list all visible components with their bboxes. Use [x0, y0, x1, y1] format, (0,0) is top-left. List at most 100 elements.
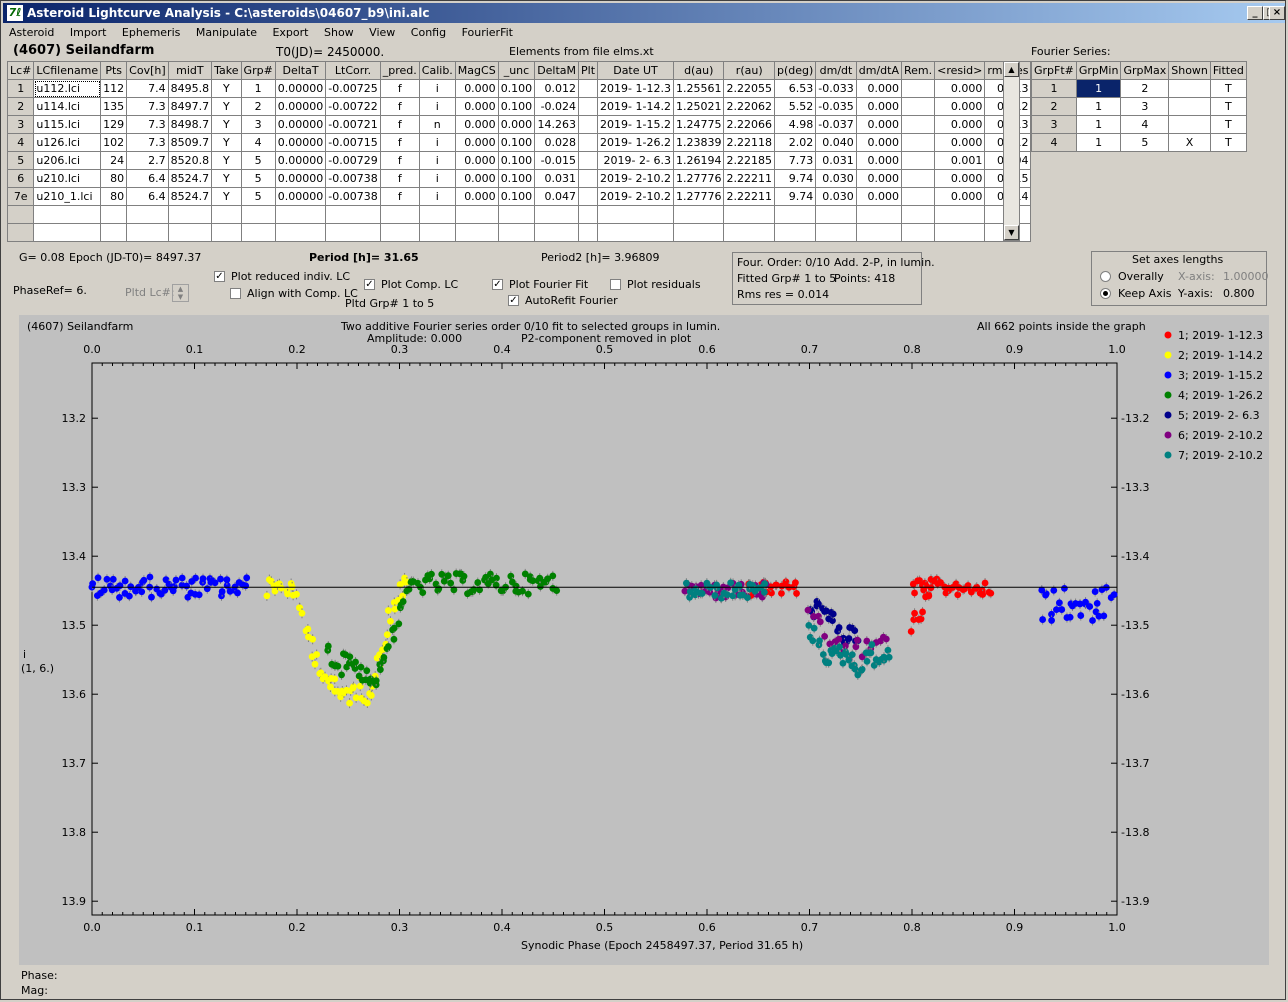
- fs-cell[interactable]: 3: [1031, 115, 1077, 134]
- table-cell[interactable]: f: [379, 97, 420, 116]
- empty-cell[interactable]: [578, 223, 599, 242]
- autorefit-checkbox[interactable]: ✓: [508, 295, 519, 306]
- table-cell[interactable]: 0.031: [815, 151, 857, 170]
- menu-ephemeris[interactable]: Ephemeris: [121, 26, 181, 39]
- empty-cell[interactable]: [211, 223, 242, 242]
- menu-config[interactable]: Config: [410, 26, 447, 39]
- table-cell[interactable]: 8520.8: [167, 151, 213, 170]
- table-cell[interactable]: 8495.8: [167, 79, 213, 98]
- column-header[interactable]: MagCS: [454, 61, 499, 80]
- table-cell[interactable]: 0.00000: [274, 79, 327, 98]
- table-cell[interactable]: 0.000: [934, 115, 986, 134]
- fs-cell[interactable]: T: [1209, 115, 1247, 134]
- table-cell[interactable]: 0.00000: [274, 187, 327, 206]
- table-cell[interactable]: 0.000: [454, 187, 499, 206]
- table-cell[interactable]: -0.037: [815, 115, 857, 134]
- table-cell[interactable]: 5: [240, 187, 276, 206]
- column-header[interactable]: _pred.: [379, 61, 420, 80]
- table-cell[interactable]: 5: [240, 169, 276, 188]
- table-cell[interactable]: f: [379, 187, 420, 206]
- table-cell[interactable]: [578, 169, 599, 188]
- column-header[interactable]: LCfilename: [33, 61, 102, 80]
- table-cell[interactable]: 0.000: [934, 187, 986, 206]
- table-cell[interactable]: 0.100: [497, 187, 536, 206]
- table-scrollbar[interactable]: ▲ ▼: [1003, 61, 1020, 241]
- table-cell[interactable]: 4.98: [773, 115, 817, 134]
- table-cell[interactable]: -0.00721: [325, 115, 381, 134]
- empty-cell[interactable]: [900, 223, 936, 242]
- table-cell[interactable]: Y: [211, 151, 242, 170]
- table-cell[interactable]: [900, 79, 936, 98]
- empty-cell[interactable]: [325, 223, 381, 242]
- table-cell[interactable]: 5: [240, 151, 276, 170]
- table-cell[interactable]: 1.23839: [672, 133, 725, 152]
- table-cell[interactable]: 0.100: [497, 133, 536, 152]
- table-cell[interactable]: 7.4: [126, 79, 169, 98]
- pltd-lc-spinner[interactable]: ▲ ▼: [172, 284, 189, 302]
- empty-cell[interactable]: [33, 205, 102, 224]
- table-cell[interactable]: [578, 79, 599, 98]
- table-cell[interactable]: -0.024: [534, 97, 580, 116]
- table-cell[interactable]: 1.25021: [672, 97, 725, 116]
- fs-cell[interactable]: T: [1209, 133, 1247, 152]
- empty-cell[interactable]: [578, 205, 599, 224]
- fs-column-header[interactable]: GrpMin: [1075, 61, 1122, 80]
- table-cell[interactable]: 0.00000: [274, 169, 327, 188]
- column-header[interactable]: <resid>: [934, 61, 986, 80]
- table-cell[interactable]: u112.lci: [33, 79, 102, 98]
- table-cell[interactable]: 1.24775: [672, 115, 725, 134]
- period-value[interactable]: Period [h]= 31.65: [309, 251, 419, 264]
- table-cell[interactable]: 6.4: [126, 187, 169, 206]
- table-cell[interactable]: Y: [211, 79, 242, 98]
- table-cell[interactable]: 0.100: [497, 97, 536, 116]
- table-cell[interactable]: 2.7: [126, 151, 169, 170]
- empty-cell[interactable]: [6, 223, 35, 242]
- fs-cell[interactable]: X: [1168, 133, 1211, 152]
- empty-cell[interactable]: [379, 223, 420, 242]
- lightcurve-table[interactable]: Lc# LCfilename Pts Cov[h] midT Take Grp# DeltaT…: [6, 61, 1032, 242]
- empty-cell[interactable]: [325, 205, 381, 224]
- empty-cell[interactable]: [534, 205, 580, 224]
- column-header[interactable]: Plt: [578, 61, 599, 80]
- empty-row[interactable]: [6, 205, 1032, 224]
- table-cell[interactable]: -0.035: [815, 97, 857, 116]
- table-row[interactable]: 7e u210_1.lci 80 6.4 8524.7 Y 5 0.00000 -0.00738…: [6, 187, 1032, 206]
- table-cell[interactable]: 0.00000: [274, 151, 327, 170]
- table-cell[interactable]: 7e: [6, 187, 35, 206]
- column-header[interactable]: DeltaT: [274, 61, 327, 80]
- empty-cell[interactable]: [100, 223, 128, 242]
- table-cell[interactable]: Y: [211, 97, 242, 116]
- fs-cell[interactable]: 5: [1120, 133, 1170, 152]
- fs-cell[interactable]: T: [1209, 79, 1247, 98]
- fs-cell[interactable]: 1: [1031, 79, 1077, 98]
- table-cell[interactable]: 129: [100, 115, 128, 134]
- table-cell[interactable]: 2019- 2-10.2: [597, 187, 674, 206]
- menu-view[interactable]: View: [369, 26, 396, 39]
- column-header[interactable]: Lc#: [6, 61, 35, 80]
- fs-cell[interactable]: 4: [1120, 115, 1170, 134]
- table-cell[interactable]: 2.22062: [723, 97, 775, 116]
- empty-cell[interactable]: [855, 205, 902, 224]
- table-cell[interactable]: 2.22118: [723, 133, 775, 152]
- table-cell[interactable]: 135: [100, 97, 128, 116]
- empty-cell[interactable]: [773, 205, 817, 224]
- table-cell[interactable]: 5: [6, 151, 35, 170]
- empty-cell[interactable]: [672, 223, 725, 242]
- empty-cell[interactable]: [773, 223, 817, 242]
- empty-cell[interactable]: [900, 205, 936, 224]
- empty-cell[interactable]: [274, 223, 327, 242]
- column-header[interactable]: Calib.: [418, 61, 456, 80]
- table-cell[interactable]: [900, 115, 936, 134]
- table-cell[interactable]: 4: [6, 133, 35, 152]
- table-cell[interactable]: 0.000: [934, 169, 986, 188]
- table-cell[interactable]: 3: [240, 115, 276, 134]
- scroll-up-icon[interactable]: ▲: [1004, 62, 1019, 77]
- table-cell[interactable]: 7.73: [773, 151, 817, 170]
- table-cell[interactable]: Y: [211, 187, 242, 206]
- table-row[interactable]: 6 u210.lci 80 6.4 8524.7 Y 5 0.00000 -0.00738 f i 0…: [6, 169, 1032, 188]
- column-header[interactable]: Cov[h]: [126, 61, 169, 80]
- empty-row[interactable]: [6, 223, 1032, 242]
- plot-comp-checkbox[interactable]: ✓: [364, 279, 375, 290]
